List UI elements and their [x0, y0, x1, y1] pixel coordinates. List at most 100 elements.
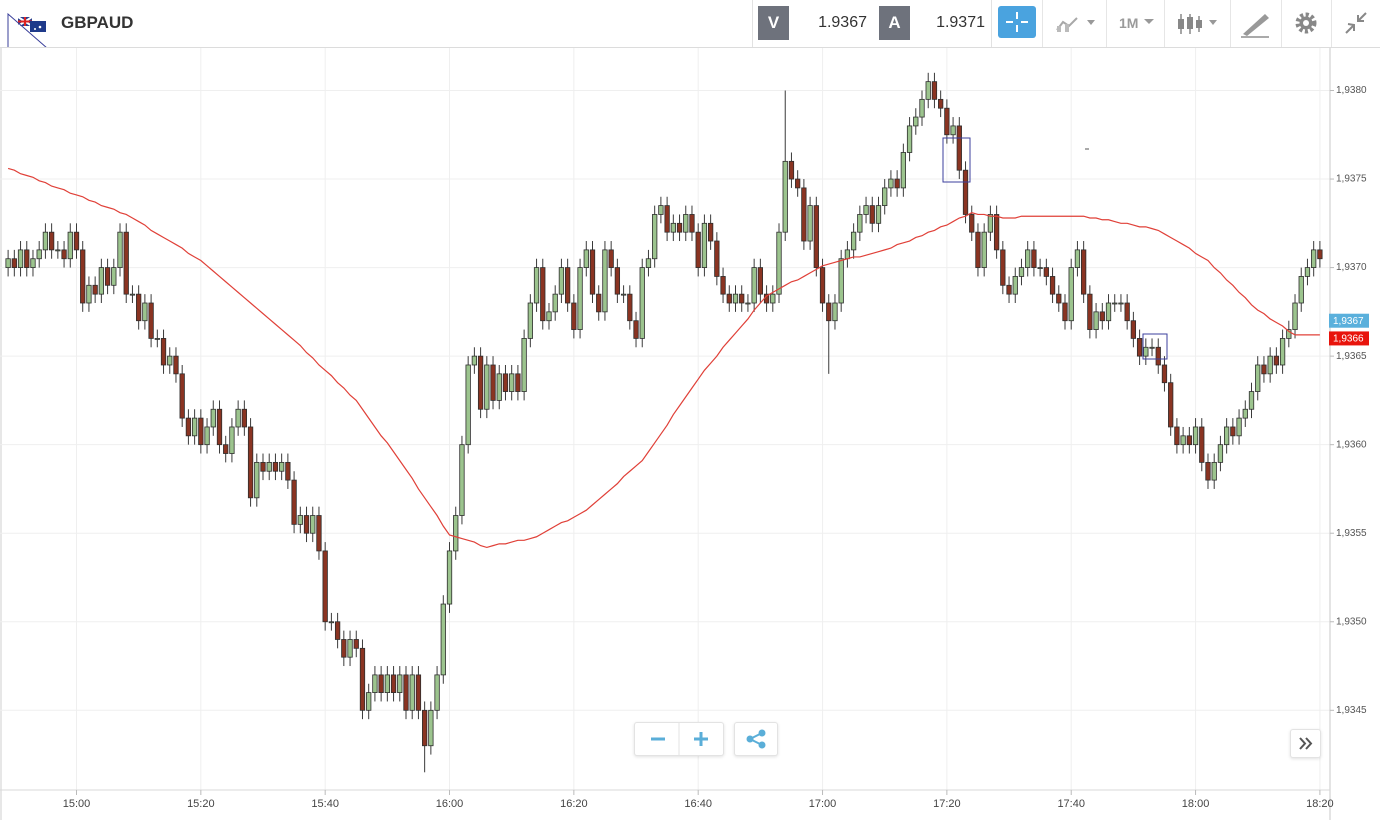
y-tick-label: 1,9345 — [1336, 705, 1367, 716]
share-button[interactable] — [734, 722, 778, 756]
candle-body — [98, 267, 105, 295]
candle-body — [291, 479, 297, 525]
candle-body — [888, 178, 894, 189]
candle-body — [844, 249, 851, 260]
candle-body — [104, 267, 111, 286]
candle-body — [1267, 355, 1273, 375]
candle-body — [533, 267, 540, 304]
draw-tools-button[interactable] — [1230, 0, 1281, 47]
candle-body — [938, 98, 944, 109]
candle-body — [1223, 426, 1230, 446]
candle-body — [310, 515, 316, 534]
candle-body — [813, 205, 819, 268]
candle-body — [328, 621, 335, 624]
candle-body — [540, 267, 546, 322]
candle-body — [440, 603, 446, 676]
candle-body — [776, 231, 782, 295]
candle-body — [1087, 293, 1093, 330]
candle-body — [925, 81, 931, 100]
candle-body — [297, 515, 303, 525]
candle-body — [73, 231, 80, 251]
candle-body — [422, 709, 428, 747]
candle-body — [61, 249, 67, 260]
candle-body — [378, 674, 384, 694]
share-icon — [746, 729, 766, 749]
candle-body — [185, 417, 192, 437]
candle-body — [428, 709, 434, 747]
candle-body — [167, 355, 173, 366]
candle-body — [459, 444, 465, 516]
candle-body — [969, 214, 975, 233]
candle-body — [30, 258, 36, 268]
candle-body — [546, 311, 552, 322]
candle-body — [707, 222, 714, 242]
scroll-right-button[interactable] — [1290, 729, 1321, 758]
candle-body — [397, 674, 403, 694]
drawn-rectangle[interactable] — [1142, 333, 1168, 360]
candle-body — [490, 364, 496, 401]
candle-body — [832, 302, 838, 322]
candle-body — [1186, 435, 1192, 446]
candle-body — [1031, 249, 1037, 268]
candle-body — [596, 293, 602, 313]
candle-body — [689, 214, 695, 233]
candle-body — [906, 125, 913, 153]
candle-body — [160, 338, 167, 366]
candle-body — [347, 639, 353, 658]
candle-body — [1143, 346, 1149, 357]
candle-body — [782, 160, 788, 233]
candle-body — [1112, 302, 1118, 305]
scroll-icon — [1299, 737, 1313, 750]
x-tick-label: 16:20 — [560, 798, 588, 810]
candle-body — [55, 249, 61, 252]
settings-button[interactable] — [1281, 0, 1332, 47]
candle-body — [751, 267, 757, 304]
candle-body — [303, 515, 310, 534]
candle-body — [676, 222, 683, 233]
candle-body — [1217, 444, 1224, 463]
candle-body — [726, 293, 732, 304]
ask-button[interactable]: A — [879, 6, 910, 40]
candle-body — [577, 267, 583, 330]
candle-body — [36, 249, 42, 260]
candle-body — [732, 293, 739, 304]
candle-style-button[interactable] — [1164, 0, 1231, 47]
candle-body — [602, 249, 608, 313]
candle-body — [670, 222, 676, 233]
y-tick-label: 1,9355 — [1336, 528, 1367, 539]
candle-body — [1273, 355, 1280, 366]
candle-body — [1155, 346, 1161, 366]
x-tick-label: 15:20 — [187, 798, 215, 810]
timeframe-button[interactable]: 1M — [1106, 0, 1163, 47]
y-tick-label: 1,9350 — [1336, 616, 1367, 627]
candle-body — [1255, 364, 1261, 392]
candle-body — [496, 373, 502, 401]
candle-body — [714, 240, 720, 277]
candle-body — [484, 364, 490, 410]
x-tick-label: 18:20 — [1306, 798, 1334, 810]
crosshair-button[interactable] — [998, 6, 1036, 38]
candles — [5, 72, 1323, 773]
drawn-rectangle[interactable] — [942, 137, 971, 183]
chart-type-button[interactable] — [1042, 0, 1105, 47]
zoom-icons — [651, 723, 708, 755]
candle-body — [627, 293, 633, 322]
bid-button[interactable]: V — [758, 6, 789, 40]
candle-body — [826, 302, 832, 322]
candle-body — [1286, 329, 1292, 339]
candle-body — [173, 355, 179, 375]
candle-body — [229, 426, 235, 454]
candle-body — [701, 222, 708, 268]
ask-price: 1.9371 — [936, 14, 985, 31]
candle-body — [527, 302, 533, 339]
candle-body — [111, 267, 117, 286]
candle-body — [788, 160, 795, 180]
candle-body — [216, 408, 223, 446]
candle-body — [919, 98, 925, 118]
collapse-button[interactable] — [1331, 0, 1380, 47]
toolbar: GBPAUD V 1.9367 A 1.9371 1M — [0, 0, 1380, 48]
candle-body — [17, 249, 24, 268]
candle-body — [117, 231, 123, 268]
candle-body — [272, 461, 279, 472]
candle-body — [1093, 311, 1099, 330]
